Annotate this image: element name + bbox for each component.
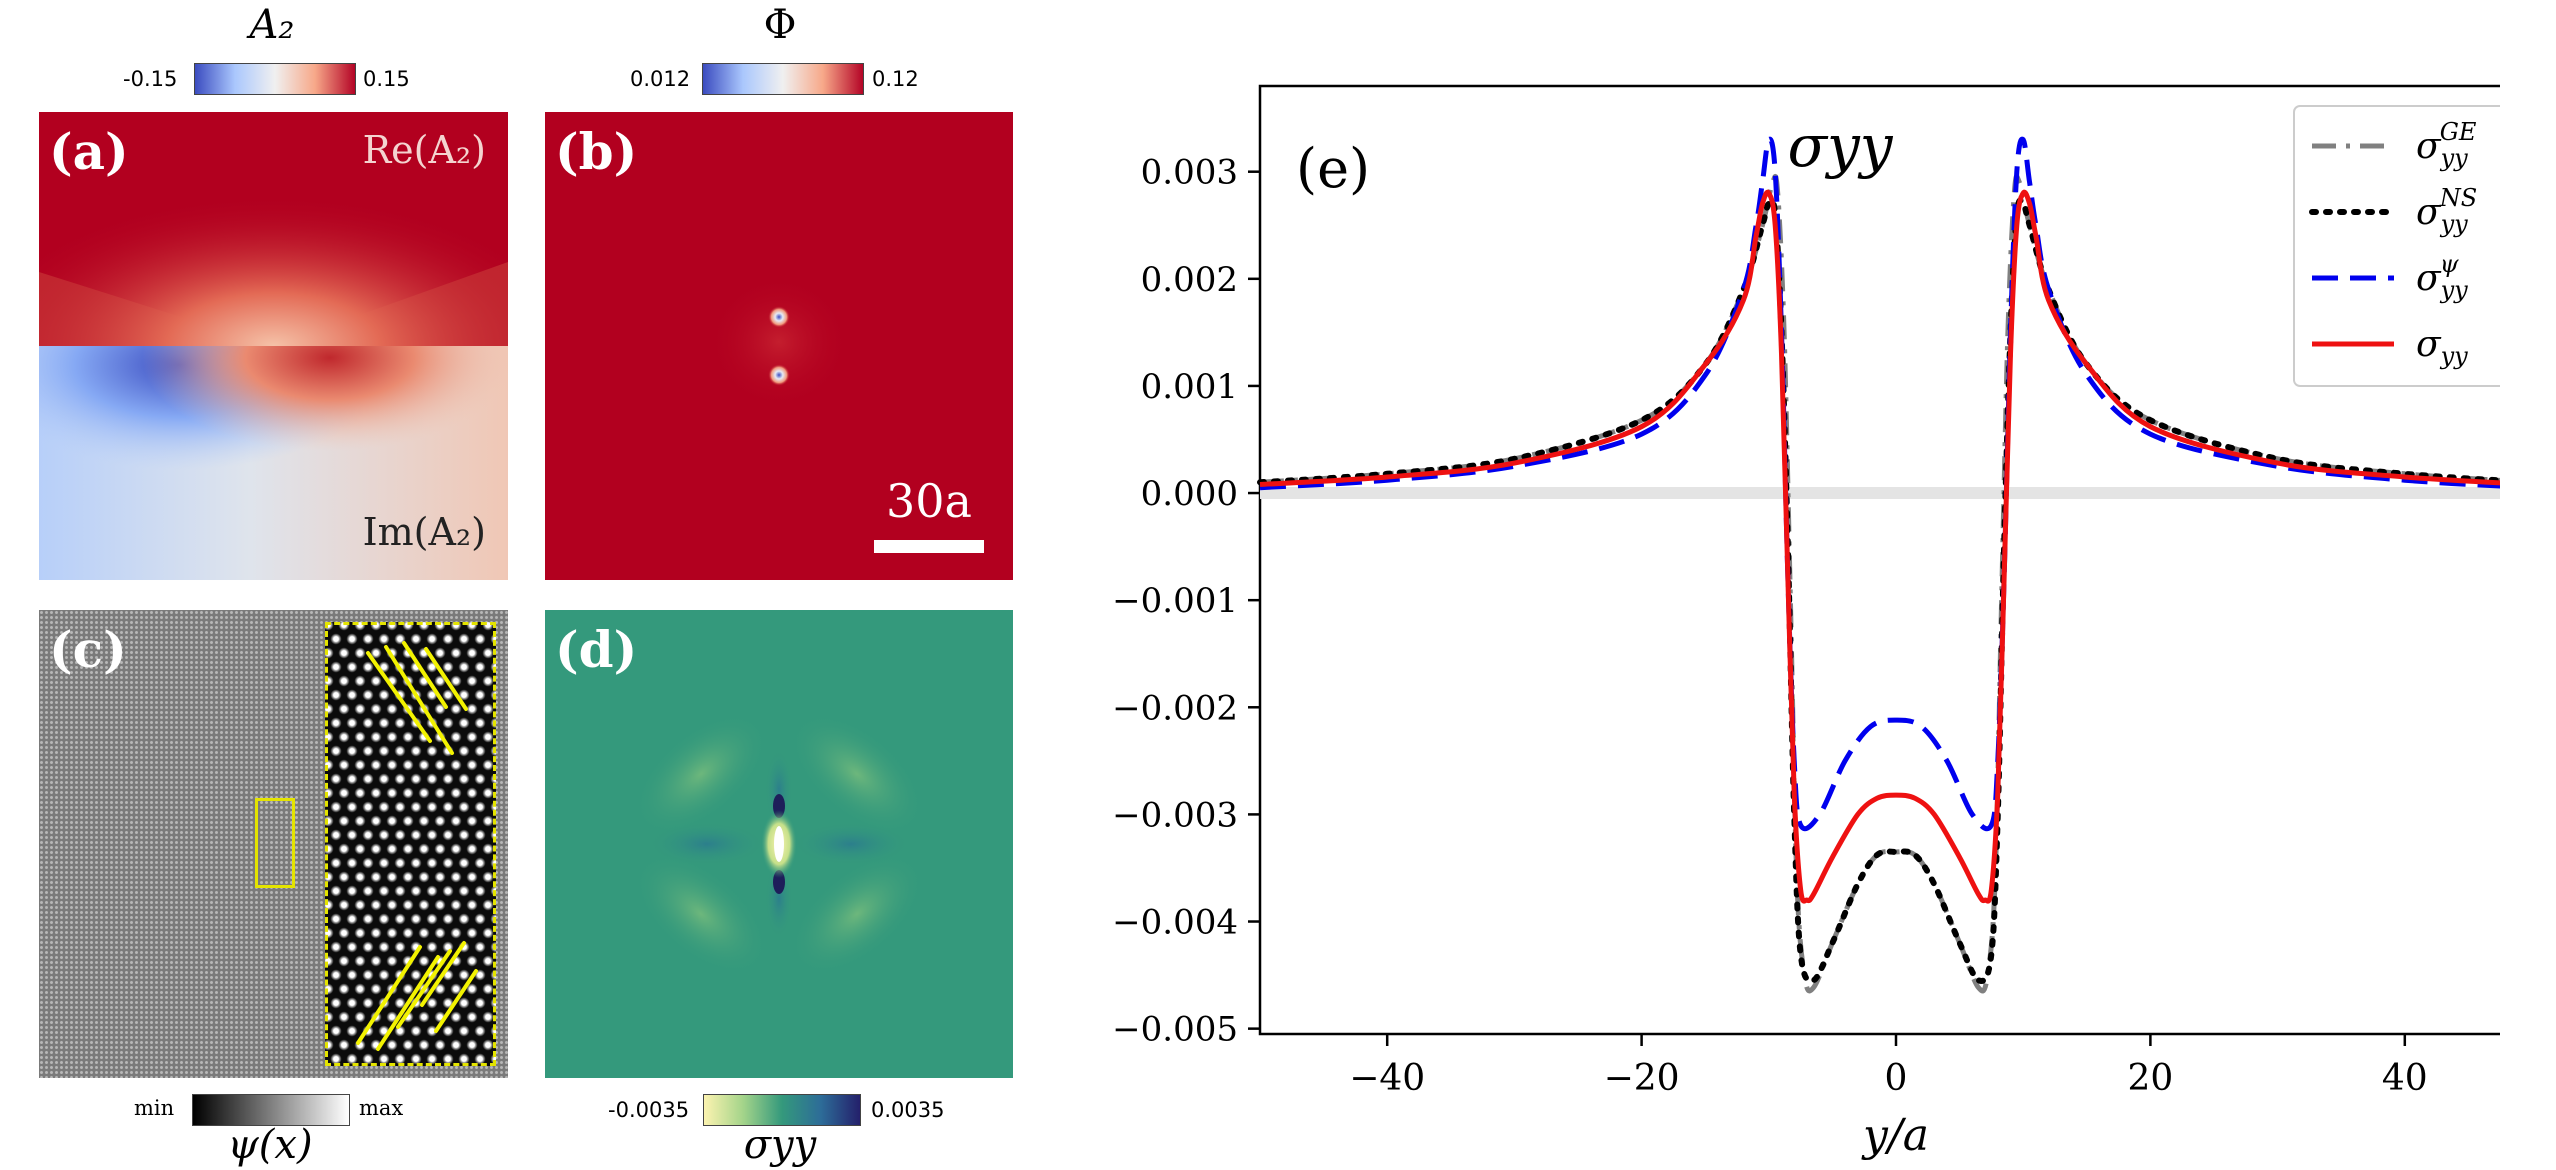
colorbar-sigma-max: 0.0035 bbox=[871, 1098, 945, 1122]
colorbar-psi bbox=[192, 1094, 350, 1126]
phi-defect-top bbox=[768, 306, 790, 328]
x-axis-label: y/a bbox=[1861, 1110, 1929, 1161]
panel-d-label: (d) bbox=[555, 620, 638, 679]
legend-label-1: σyyNS bbox=[2416, 184, 2477, 238]
zoom-region-box bbox=[255, 798, 295, 888]
panel-d-field bbox=[634, 713, 924, 975]
line-chart-e: −40 −20 0 20 40 0.003 0.002 0.001 0.000 −0.001 −0.… bbox=[1112, 84, 2500, 1161]
panel-b-label: (b) bbox=[555, 122, 638, 181]
y-tick-label: −0.001 bbox=[1112, 581, 1238, 621]
colorbar-a2-min: -0.15 bbox=[123, 67, 178, 91]
y-tick-label: −0.002 bbox=[1112, 688, 1238, 728]
y-tick-label: 0.001 bbox=[1141, 367, 1238, 407]
panel-b: (b) 30a bbox=[545, 112, 1013, 580]
legend-label-0: σyyGE bbox=[2416, 118, 2477, 172]
scale-bar bbox=[874, 540, 984, 553]
x-tick-label: −20 bbox=[1604, 1058, 1680, 1099]
colorbar-a2-title: A₂ bbox=[249, 2, 295, 48]
colorbar-psi-title: ψ(x) bbox=[227, 1122, 313, 1168]
panel-a: (a) Re(A₂) Im(A₂) bbox=[39, 112, 508, 580]
panel-e-label: (e) bbox=[1296, 137, 1370, 200]
y-tick-label: 0.003 bbox=[1141, 153, 1238, 193]
y-tick-label: −0.004 bbox=[1112, 903, 1238, 943]
x-tick-label: 0 bbox=[1885, 1058, 1908, 1099]
panel-a-field bbox=[39, 112, 508, 580]
panel-d: (d) bbox=[545, 610, 1013, 1078]
y-tick-label: −0.003 bbox=[1112, 795, 1238, 835]
legend-label-2: σyyψ bbox=[2416, 250, 2468, 304]
x-tick-label: 40 bbox=[2382, 1058, 2428, 1099]
colorbar-sigma-min: -0.0035 bbox=[608, 1098, 690, 1122]
panel-a-label: (a) bbox=[49, 122, 129, 181]
colorbar-sigma-title: σyy bbox=[743, 1122, 817, 1168]
colorbar-phi bbox=[702, 63, 864, 95]
zoom-inset bbox=[325, 622, 496, 1066]
series-layer bbox=[1257, 136, 2500, 994]
chart-title: σyy bbox=[1787, 112, 1893, 180]
phi-defect-bottom bbox=[768, 364, 790, 386]
y-tick-label: −0.005 bbox=[1112, 1010, 1238, 1050]
colorbar-a2 bbox=[194, 63, 356, 95]
panel-a-im-label: Im(A₂) bbox=[362, 510, 486, 554]
x-tick-label: 20 bbox=[2127, 1058, 2173, 1099]
panel-a-re-label: Re(A₂) bbox=[362, 128, 486, 172]
y-tick-label: 0.002 bbox=[1141, 260, 1238, 300]
colorbar-psi-min: min bbox=[134, 1096, 175, 1120]
axes-layer: −40 −20 0 20 40 0.003 0.002 0.001 0.000 −0.001 −0.… bbox=[1112, 153, 2428, 1099]
colorbar-phi-max: 0.12 bbox=[872, 67, 919, 91]
legend-box bbox=[2293, 105, 2500, 387]
colorbar-a2-max: 0.15 bbox=[363, 67, 410, 91]
colorbar-psi-max: max bbox=[359, 1096, 404, 1120]
series-line-3 bbox=[1259, 189, 2500, 904]
colorbar-phi-title: Φ bbox=[763, 2, 797, 48]
panel-c: (c) bbox=[39, 610, 508, 1078]
x-tick-label: −40 bbox=[1349, 1058, 1425, 1099]
colorbar-phi-min: 0.012 bbox=[630, 67, 691, 91]
y-tick-label: 0.000 bbox=[1141, 474, 1238, 514]
colorbar-sigma bbox=[703, 1094, 861, 1126]
panel-c-label: (c) bbox=[49, 620, 127, 679]
panel-b-field bbox=[707, 274, 851, 410]
scale-bar-label: 30a bbox=[886, 474, 972, 528]
inset-lattice-lines bbox=[356, 641, 478, 1051]
